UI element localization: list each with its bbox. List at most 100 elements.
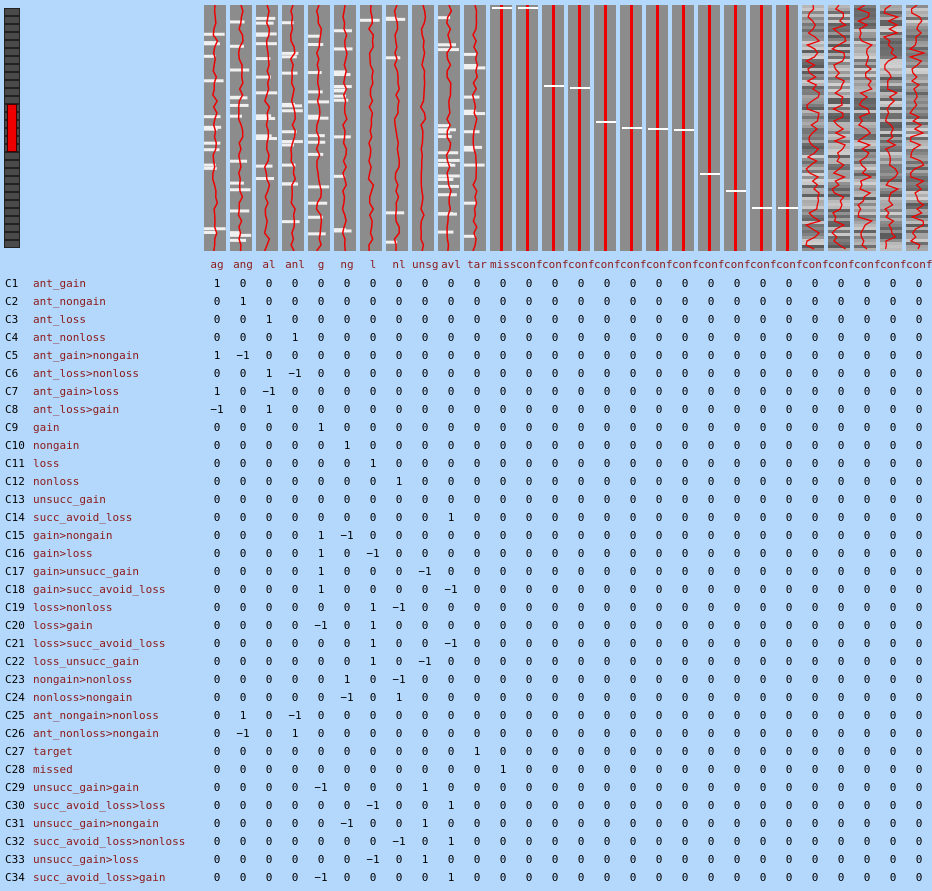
- contrast-weight: 0: [707, 313, 715, 326]
- contrast-weight: 0: [421, 277, 429, 290]
- contrast-row[interactable]: C29 unsucc_gain>gain 0 0 0 0 −1 0 0 0 1 0 0 0 0 0 0 0 0 0 0 0…: [0, 779, 932, 797]
- contrast-scrollbar[interactable]: [4, 8, 20, 250]
- scrollbar-segment[interactable]: [4, 88, 20, 96]
- contrast-weight: 0: [681, 493, 689, 506]
- contrast-row[interactable]: C9 gain 0 0 0 0 1 0 0 0 0 0 0 0 0 0 0 0 0 0 0 0 0 0 0 0 0 0 0 0: [0, 419, 932, 437]
- contrast-weight: 0: [239, 439, 247, 452]
- scrollbar-segment[interactable]: [4, 16, 20, 24]
- contrast-weight: 0: [915, 745, 923, 758]
- contrast-weight: 0: [655, 619, 663, 632]
- contrast-row[interactable]: C28 missed 0 0 0 0 0 0 0 0 0 0 0 1 0 0 0 0 0 0 0 0 0 0 0 0 0 0 0 0: [0, 761, 932, 779]
- contrast-weight: 0: [343, 367, 351, 380]
- column-header: conf: [698, 258, 725, 271]
- scrollbar-segment[interactable]: [4, 8, 20, 16]
- scrollbar-segment[interactable]: [4, 32, 20, 40]
- contrast-row[interactable]: C15 gain>nongain 0 0 0 0 1 −1 0 0 0 0 0 0 0 0 0 0 0 0 0 0 0 0 0 0…: [0, 527, 932, 545]
- contrast-row[interactable]: C10 nongain 0 0 0 0 0 1 0 0 0 0 0 0 0 0 0 0 0 0 0 0 0 0 0 0 0 0 0 0: [0, 437, 932, 455]
- contrast-row[interactable]: C18 gain>succ_avoid_loss 0 0 0 0 1 0 0 0 0 −1 0 0 0 0 0 0…: [0, 581, 932, 599]
- contrast-row[interactable]: C14 succ_avoid_loss 0 0 0 0 0 0 0 0 0 1 0 0 0 0 0 0 0 0 0 0 0 0…: [0, 509, 932, 527]
- contrast-weight: 0: [291, 295, 299, 308]
- contrast-weight: 0: [837, 727, 845, 740]
- contrast-row[interactable]: C33 unsucc_gain>loss 0 0 0 0 0 0 −1 0 1 0 0 0 0 0 0 0 0 0 0 0…: [0, 851, 932, 869]
- regressor-column: [334, 5, 356, 251]
- contrast-weight: 0: [239, 817, 247, 830]
- contrast-weight: 0: [551, 547, 559, 560]
- scrollbar-segment[interactable]: [4, 80, 20, 88]
- contrast-weight: 0: [551, 637, 559, 650]
- contrast-weight: 0: [707, 457, 715, 470]
- contrast-weight: 0: [759, 511, 767, 524]
- scrollbar-segment[interactable]: [4, 176, 20, 184]
- contrast-row[interactable]: C12 nonloss 0 0 0 0 0 0 0 1 0 0 0 0 0 0 0 0 0 0 0 0 0 0 0 0 0 0 0 0: [0, 473, 932, 491]
- contrast-row[interactable]: C13 unsucc_gain 0 0 0 0 0 0 0 0 0 0 0 0 0 0 0 0 0 0 0 0 0 0 0 0 0 0…: [0, 491, 932, 509]
- contrast-row[interactable]: C3 ant_loss 0 0 1 0 0 0 0 0 0 0 0 0 0 0 0 0 0 0 0 0 0 0 0 0 0 0 0 0: [0, 311, 932, 329]
- scrollbar-segment[interactable]: [4, 232, 20, 240]
- contrast-weight: 0: [837, 817, 845, 830]
- contrast-weight: 0: [499, 745, 507, 758]
- contrast-row[interactable]: C16 gain>loss 0 0 0 0 1 0 −1 0 0 0 0 0 0 0 0 0 0 0 0 0 0 0 0 0 0 0 0…: [0, 545, 932, 563]
- contrast-weight: 1: [213, 385, 221, 398]
- scrollbar-segment[interactable]: [4, 56, 20, 64]
- scrollbar-segment[interactable]: [4, 240, 20, 248]
- scrollbar-segment[interactable]: [4, 96, 20, 104]
- scrollbar-segment[interactable]: [4, 160, 20, 168]
- scrollbar-segment[interactable]: [4, 48, 20, 56]
- contrast-row[interactable]: C4 ant_nonloss 0 0 0 1 0 0 0 0 0 0 0 0 0 0 0 0 0 0 0 0 0 0 0 0 0 0 0…: [0, 329, 932, 347]
- contrast-weight: 0: [317, 331, 325, 344]
- contrast-row[interactable]: C11 loss 0 0 0 0 0 0 1 0 0 0 0 0 0 0 0 0 0 0 0 0 0 0 0 0 0 0 0 0: [0, 455, 932, 473]
- scrollbar-segment[interactable]: [4, 64, 20, 72]
- contrast-row[interactable]: C22 loss_unsucc_gain 0 0 0 0 0 0 1 0 −1 0 0 0 0 0 0 0 0 0 0 0…: [0, 653, 932, 671]
- contrast-row[interactable]: C7 ant_gain>loss 1 0 −1 0 0 0 0 0 0 0 0 0 0 0 0 0 0 0 0 0 0 0 0 0…: [0, 383, 932, 401]
- contrast-weight: −1: [236, 727, 250, 740]
- scrollbar-segment[interactable]: [4, 200, 20, 208]
- contrast-weight: 1: [265, 403, 273, 416]
- scrollbar-segment[interactable]: [4, 72, 20, 80]
- scrollbar-segment[interactable]: [4, 216, 20, 224]
- contrast-weight: 0: [395, 853, 403, 866]
- contrast-row[interactable]: C32 succ_avoid_loss>nonloss 0 0 0 0 0 0 0 −1 0 1 0 0 0…: [0, 833, 932, 851]
- scrollbar-thumb[interactable]: [7, 104, 17, 152]
- contrast-weight: 0: [863, 367, 871, 380]
- contrast-row[interactable]: C21 loss>succ_avoid_loss 0 0 0 0 0 0 1 0 0 −1 0 0 0 0 0 0…: [0, 635, 932, 653]
- scrollbar-segment[interactable]: [4, 152, 20, 160]
- scrollbar-segment[interactable]: [4, 184, 20, 192]
- scrollbar-segment[interactable]: [4, 208, 20, 216]
- contrast-weight: 0: [863, 853, 871, 866]
- contrast-weight: 0: [395, 781, 403, 794]
- contrast-weight: 0: [473, 781, 481, 794]
- contrast-row[interactable]: C8 ant_loss>gain −1 0 1 0 0 0 0 0 0 0 0 0 0 0 0 0 0 0 0 0 0 0 0 0…: [0, 401, 932, 419]
- scrollbar-segment[interactable]: [4, 224, 20, 232]
- contrast-row[interactable]: C27 target 0 0 0 0 0 0 0 0 0 0 1 0 0 0 0 0 0 0 0 0 0 0 0 0 0 0 0 0: [0, 743, 932, 761]
- contrast-row[interactable]: C5 ant_gain>nongain 1 −1 0 0 0 0 0 0 0 0 0 0 0 0 0 0 0 0 0 0 0…: [0, 347, 932, 365]
- contrast-row[interactable]: C6 ant_loss>nonloss 0 0 1 −1 0 0 0 0 0 0 0 0 0 0 0 0 0 0 0 0 0…: [0, 365, 932, 383]
- contrast-name: gain>unsucc_gain: [33, 565, 139, 578]
- contrast-row[interactable]: C24 nonloss>nongain 0 0 0 0 0 −1 0 1 0 0 0 0 0 0 0 0 0 0 0 0 0…: [0, 689, 932, 707]
- contrast-row[interactable]: C20 loss>gain 0 0 0 0 −1 0 1 0 0 0 0 0 0 0 0 0 0 0 0 0 0 0 0 0 0 0 0…: [0, 617, 932, 635]
- regressor-column: [620, 5, 642, 251]
- contrast-weight: 0: [837, 313, 845, 326]
- contrast-row[interactable]: C2 ant_nongain 0 1 0 0 0 0 0 0 0 0 0 0 0 0 0 0 0 0 0 0 0 0 0 0 0 0 0…: [0, 293, 932, 311]
- contrast-row[interactable]: C25 ant_nongain>nonloss 0 1 0 −1 0 0 0 0 0 0 0 0 0 0 0 0 0…: [0, 707, 932, 725]
- contrast-weight: 0: [655, 637, 663, 650]
- contrast-weight: 0: [915, 673, 923, 686]
- contrast-row[interactable]: C17 gain>unsucc_gain 0 0 0 0 1 0 0 0 −1 0 0 0 0 0 0 0 0 0 0 0…: [0, 563, 932, 581]
- contrast-row[interactable]: C30 succ_avoid_loss>loss 0 0 0 0 0 0 −1 0 0 1 0 0 0 0 0 0…: [0, 797, 932, 815]
- contrast-weight: 0: [447, 691, 455, 704]
- contrast-weight: 0: [343, 601, 351, 614]
- contrast-row[interactable]: C34 succ_avoid_loss>gain 0 0 0 0 −1 0 0 0 0 1 0 0 0 0 0 0…: [0, 869, 932, 887]
- contrast-weight: 0: [499, 619, 507, 632]
- scrollbar-segment[interactable]: [4, 168, 20, 176]
- contrast-row[interactable]: C26 ant_nonloss>nongain 0 −1 0 1 0 0 0 0 0 0 0 0 0 0 0 0 0…: [0, 725, 932, 743]
- scrollbar-segment[interactable]: [4, 192, 20, 200]
- contrast-weight: 0: [525, 331, 533, 344]
- contrast-id: C8: [5, 403, 19, 416]
- regressor-column: [308, 5, 330, 251]
- contrast-row[interactable]: C31 unsucc_gain>nongain 0 0 0 0 0 −1 0 0 1 0 0 0 0 0 0 0 0…: [0, 815, 932, 833]
- scrollbar-segment[interactable]: [4, 24, 20, 32]
- contrast-row[interactable]: C23 nongain>nonloss 0 0 0 0 0 1 0 −1 0 0 0 0 0 0 0 0 0 0 0 0 0…: [0, 671, 932, 689]
- contrast-weight: 0: [759, 367, 767, 380]
- contrast-weight: 0: [863, 439, 871, 452]
- scrollbar-segment[interactable]: [4, 40, 20, 48]
- contrast-row[interactable]: C19 loss>nonloss 0 0 0 0 0 0 1 −1 0 0 0 0 0 0 0 0 0 0 0 0 0 0 0 0…: [0, 599, 932, 617]
- contrast-row[interactable]: C1 ant_gain 1 0 0 0 0 0 0 0 0 0 0 0 0 0 0 0 0 0 0 0 0 0 0 0 0 0 0 0: [0, 275, 932, 293]
